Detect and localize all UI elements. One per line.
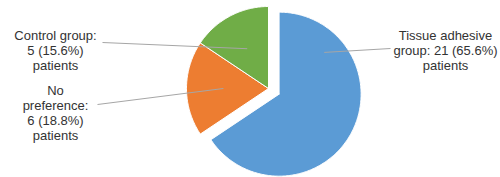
svg-text:Control group:5 (15.6%)patient: Control group:5 (15.6%)patients [14,28,96,73]
svg-text:Nopreference:6 (18.8%)patients: Nopreference:6 (18.8%)patients [23,83,89,143]
svg-text:Tissue adhesivegroup: 21 (65.6: Tissue adhesivegroup: 21 (65.6%)patients [393,28,497,73]
